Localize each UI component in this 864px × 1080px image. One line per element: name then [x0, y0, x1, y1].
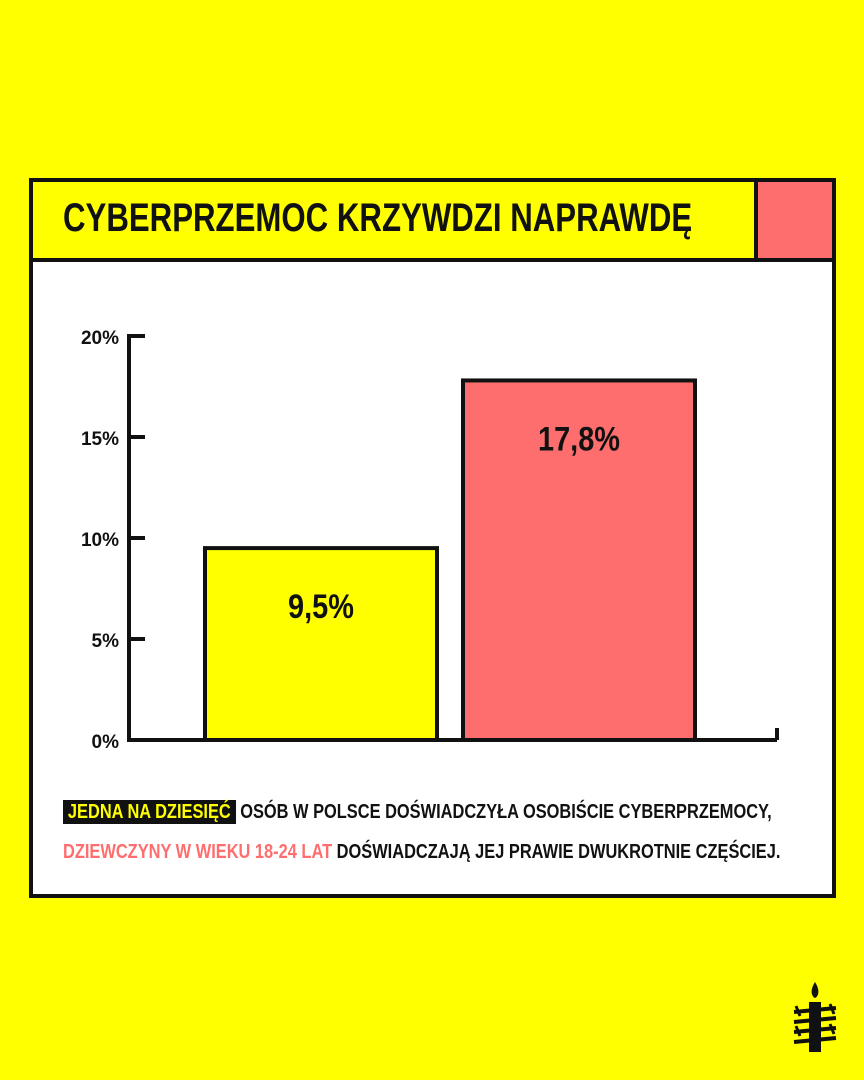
- caption-text-1: OSÓB W POLSCE DOŚWIADCZYŁA OSOBIŚCIE CYB…: [235, 801, 772, 823]
- bar-1: [203, 546, 439, 742]
- title-bar: CYBERPRZEMOC KRZYWDZI NAPRAWDĘ: [33, 182, 832, 262]
- caption-highlight-girls: DZIEWCZYNY W WIEKU 18-24 LAT: [63, 841, 333, 863]
- infographic-card: CYBERPRZEMOC KRZYWDZI NAPRAWDĘ 9,5% 17,8%…: [29, 178, 836, 898]
- caption-line-1: JEDNA NA DZIESIĘĆ OSÓB W POLSCE DOŚWIADC…: [63, 792, 772, 832]
- caption-text-2: DOŚWIADCZAJĄ JEJ PRAWIE DWUKROTNIE CZĘŚC…: [332, 841, 781, 863]
- y-tick-label-15: 15%: [81, 429, 119, 450]
- bar-value-label-2: 17,8%: [538, 419, 620, 458]
- y-tick-label-5: 5%: [92, 631, 120, 652]
- page-title: CYBERPRZEMOC KRZYWDZI NAPRAWDĘ: [63, 196, 693, 240]
- candle-barbed-wire-icon: [793, 982, 837, 1052]
- y-tick-label-10: 10%: [81, 530, 119, 551]
- y-tick-label-0: 0%: [92, 732, 120, 753]
- accent-square: [754, 182, 832, 258]
- caption-highlight-one-in-ten: JEDNA NA DZIESIĘĆ: [63, 800, 236, 824]
- bar-value-label-1: 9,5%: [288, 587, 354, 626]
- y-tick-label-20: 20%: [81, 328, 119, 349]
- caption: JEDNA NA DZIESIĘĆ OSÓB W POLSCE DOŚWIADC…: [63, 792, 823, 872]
- bar-chart: 9,5% 17,8% 0% 5% 10% 15% 20%: [81, 328, 779, 753]
- caption-line-2: DZIEWCZYNY W WIEKU 18-24 LAT DOŚWIADCZAJ…: [63, 832, 780, 872]
